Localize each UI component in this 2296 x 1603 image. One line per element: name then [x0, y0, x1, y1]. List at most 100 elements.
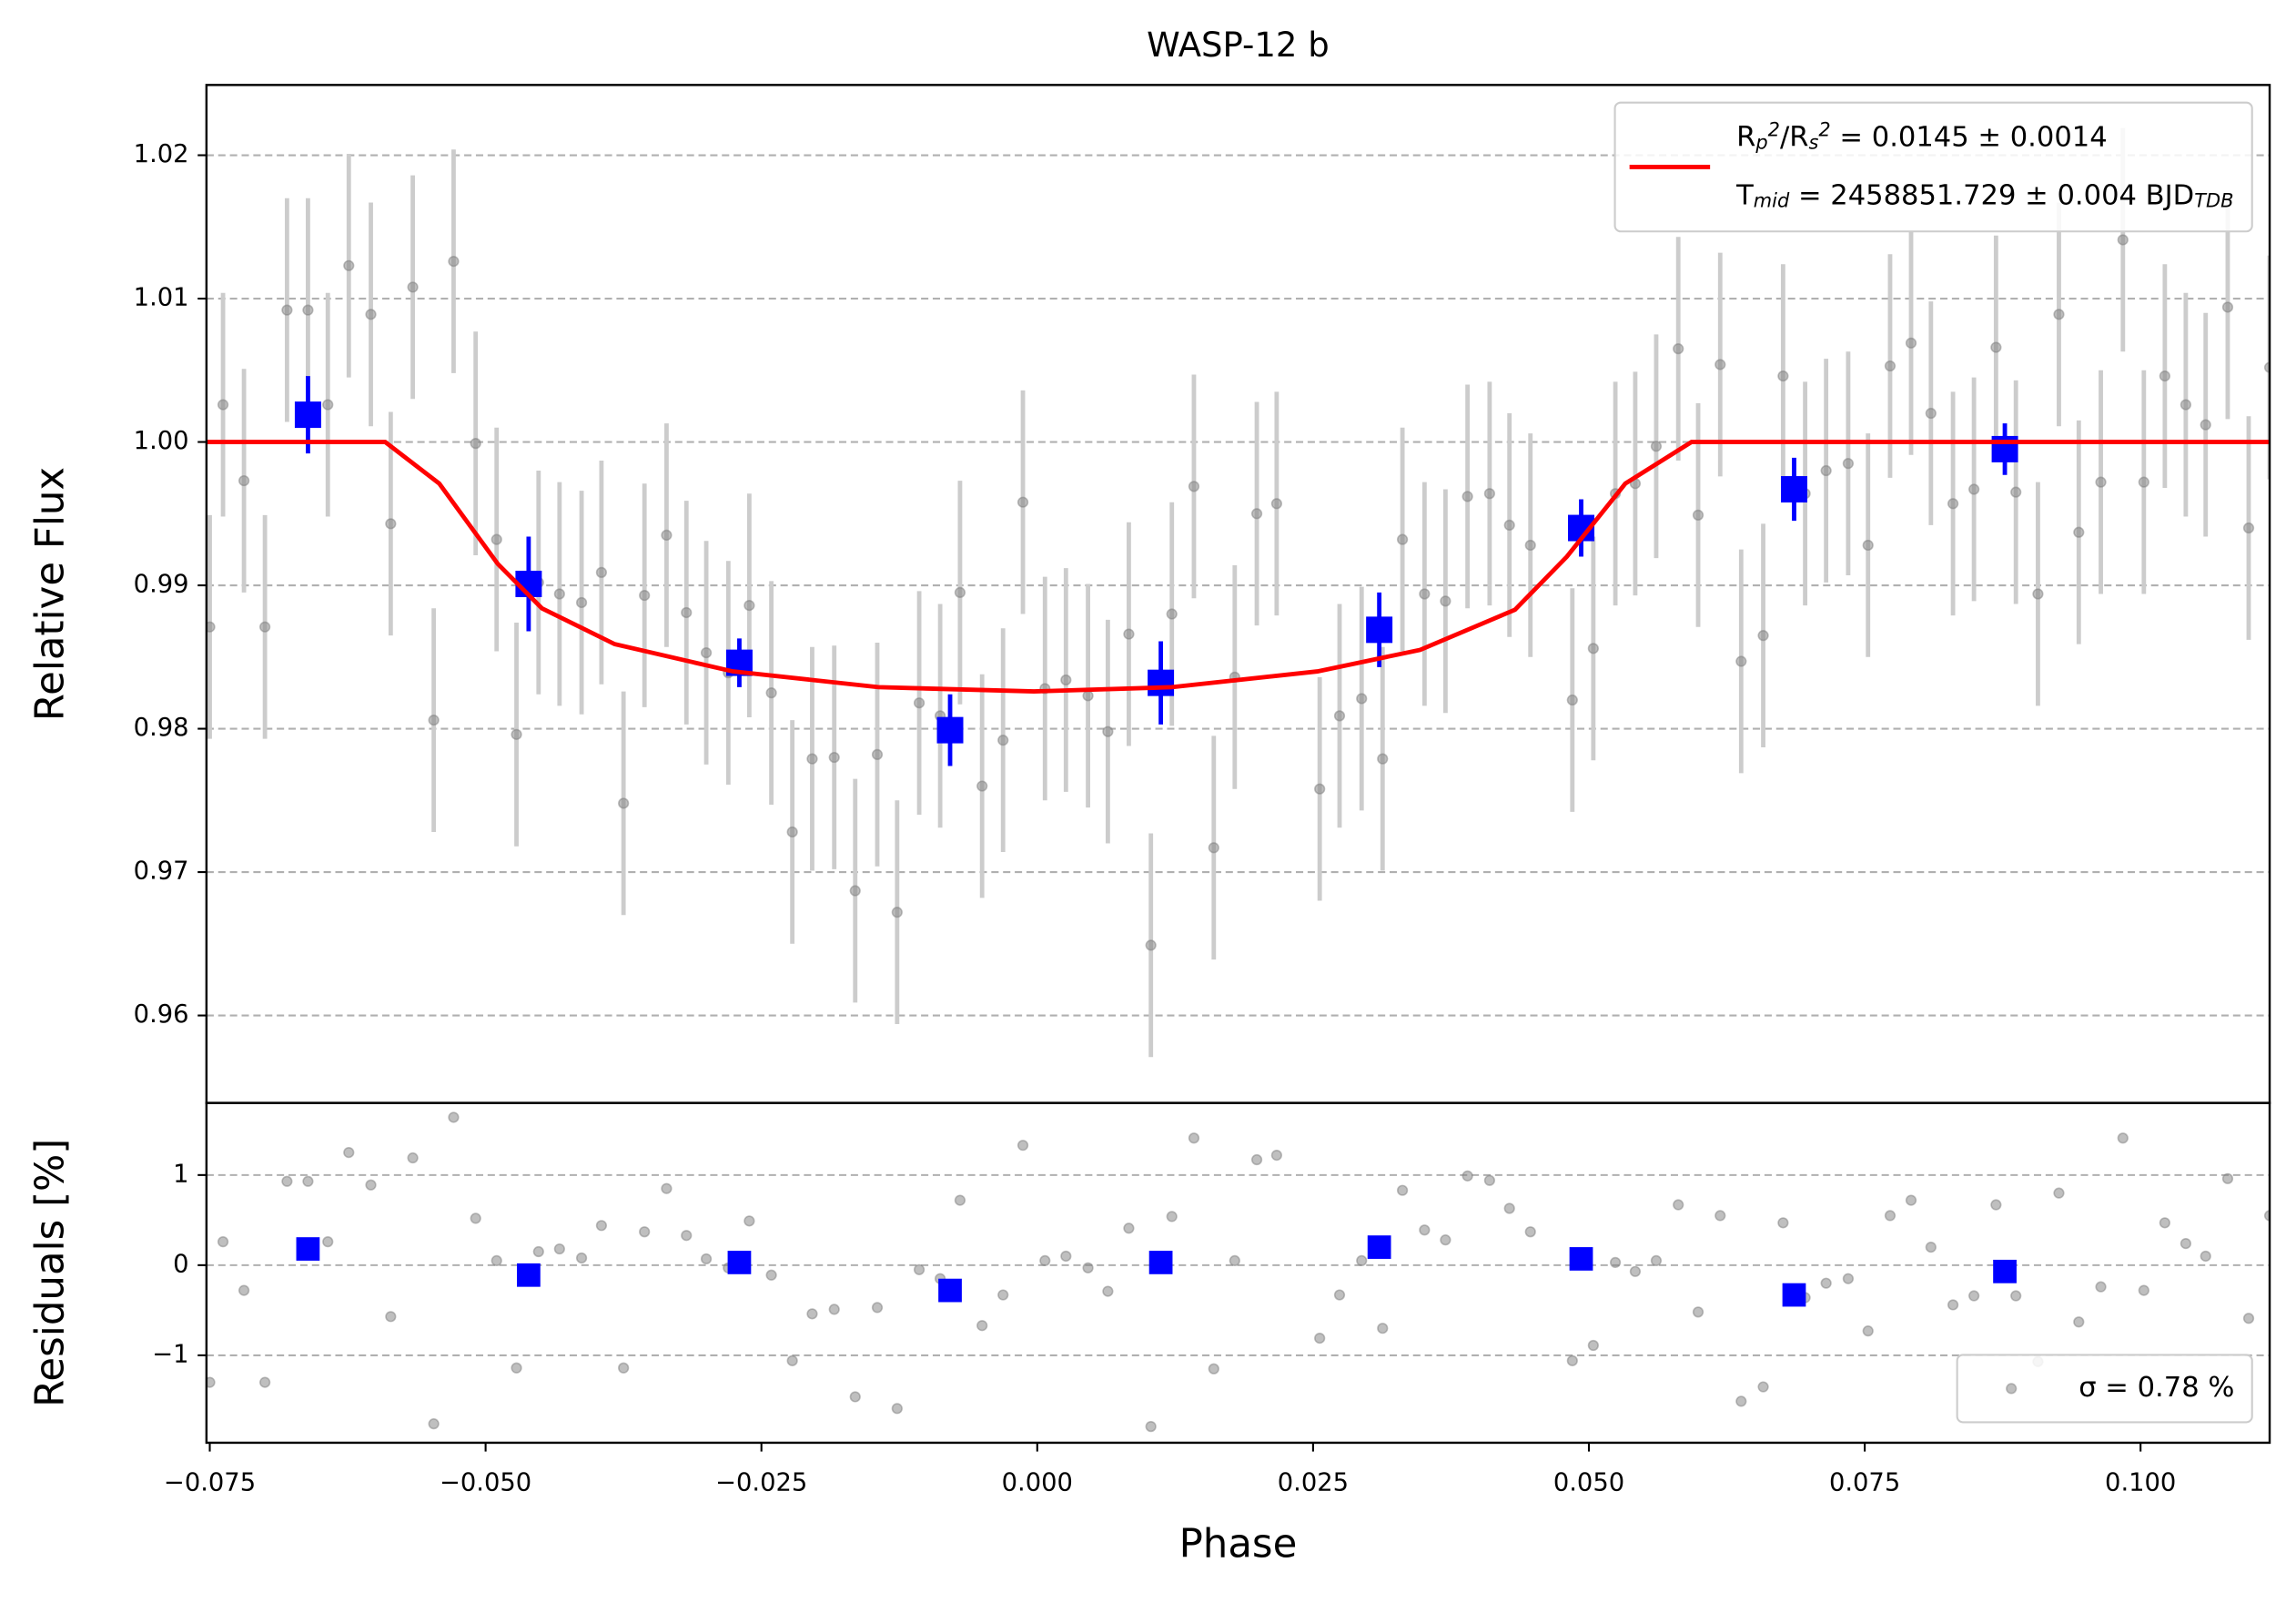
data-point: [206, 621, 216, 633]
data-point: [553, 588, 565, 600]
data-point: [2053, 309, 2065, 320]
legend-box: [1956, 1354, 2253, 1424]
data-point: [786, 826, 798, 838]
data-point: [954, 586, 966, 599]
data-point: [1884, 1210, 1896, 1222]
axes-frame: [205, 1101, 2271, 1445]
data-point: [1188, 1132, 1200, 1144]
data-point: [448, 1111, 460, 1123]
data-point: [302, 304, 314, 316]
data-point: [470, 1212, 481, 1224]
data-point: [871, 1302, 884, 1314]
data-point: [2200, 419, 2211, 431]
data-point: [1188, 481, 1200, 492]
data-point: [1566, 1354, 1578, 1366]
data-point: [1270, 498, 1283, 510]
y-tick-label: 0.98: [134, 714, 189, 742]
data-point: [385, 518, 397, 530]
x-axis-label: Phase: [1179, 1522, 1298, 1567]
data-point: [786, 1354, 798, 1366]
data-point: [1714, 359, 1726, 370]
binned-point: [936, 716, 964, 744]
binned-point: [1366, 616, 1393, 644]
data-point: [281, 1175, 293, 1187]
binned-point: [1148, 669, 1175, 696]
plot-area: [206, 127, 2271, 1058]
data-point: [1123, 628, 1135, 640]
binned-point: [1782, 1283, 1806, 1307]
y-tick-label: 0.96: [134, 1000, 189, 1029]
x-tick-label: −0.075: [164, 1468, 256, 1496]
data-point: [2200, 1250, 2211, 1263]
legend-label: σ = 0.78 %: [2079, 1372, 2234, 1404]
binned-point: [1569, 1247, 1593, 1271]
data-point: [1905, 337, 1917, 349]
data-point: [428, 1418, 440, 1430]
legend-handle: [2006, 1383, 2018, 1395]
data-point: [1250, 508, 1263, 520]
data-point: [259, 1376, 271, 1388]
data-point: [428, 714, 440, 726]
data-point: [2138, 476, 2149, 488]
data-point: [2095, 476, 2107, 488]
data-point: [1968, 483, 1980, 495]
data-point: [1462, 1170, 1473, 1182]
data-point: [2073, 526, 2085, 538]
data-point: [1735, 655, 1747, 667]
data-point: [1419, 588, 1431, 600]
binned-point: [1781, 476, 1807, 502]
data-point: [681, 1230, 693, 1242]
data-point: [365, 309, 377, 320]
y-tick-label: 1.00: [134, 427, 189, 455]
data-point: [2053, 1187, 2065, 1199]
data-point: [765, 687, 777, 699]
data-point: [1990, 341, 2002, 353]
data-point: [1229, 1254, 1240, 1267]
data-point: [1820, 464, 1832, 477]
data-point: [891, 1403, 903, 1415]
data-point: [595, 566, 608, 578]
data-point: [806, 1308, 818, 1320]
data-point: [1714, 1210, 1726, 1222]
data-point: [1333, 710, 1346, 722]
data-point: [1356, 693, 1368, 705]
data-point: [2221, 301, 2234, 313]
data-point: [2032, 588, 2044, 600]
y-axis-label: Residuals [%]: [27, 1139, 73, 1407]
data-point: [639, 1226, 651, 1238]
data-point: [1060, 674, 1072, 686]
binned-point: [294, 401, 321, 429]
data-point: [1503, 519, 1515, 532]
data-point: [322, 399, 334, 411]
data-point: [532, 1245, 544, 1258]
data-point: [1208, 1363, 1219, 1375]
data-point: [1396, 1184, 1409, 1196]
data-point: [2010, 486, 2022, 498]
data-point: [511, 1362, 522, 1374]
data-point: [661, 1182, 673, 1194]
y-tick-label: −1: [152, 1340, 188, 1368]
data-point: [891, 907, 903, 918]
data-point: [913, 1263, 925, 1275]
data-point: [1884, 360, 1896, 372]
data-point: [259, 621, 271, 633]
data-point: [1905, 1194, 1917, 1206]
data-point: [976, 780, 988, 792]
data-point: [661, 529, 673, 542]
data-point: [2159, 1217, 2170, 1229]
data-point: [618, 797, 630, 809]
data-point: [997, 735, 1009, 746]
data-point: [1777, 370, 1789, 382]
data-point: [1587, 643, 1599, 654]
data-point: [1270, 1149, 1283, 1162]
data-point: [595, 1220, 608, 1232]
data-point: [681, 606, 693, 619]
legend: σ = 0.78 %: [1956, 1354, 2253, 1424]
data-point: [1673, 343, 1684, 355]
data-point: [1333, 1289, 1346, 1301]
data-point: [871, 748, 884, 761]
data-point: [1419, 1224, 1431, 1236]
data-point: [1102, 1285, 1114, 1297]
